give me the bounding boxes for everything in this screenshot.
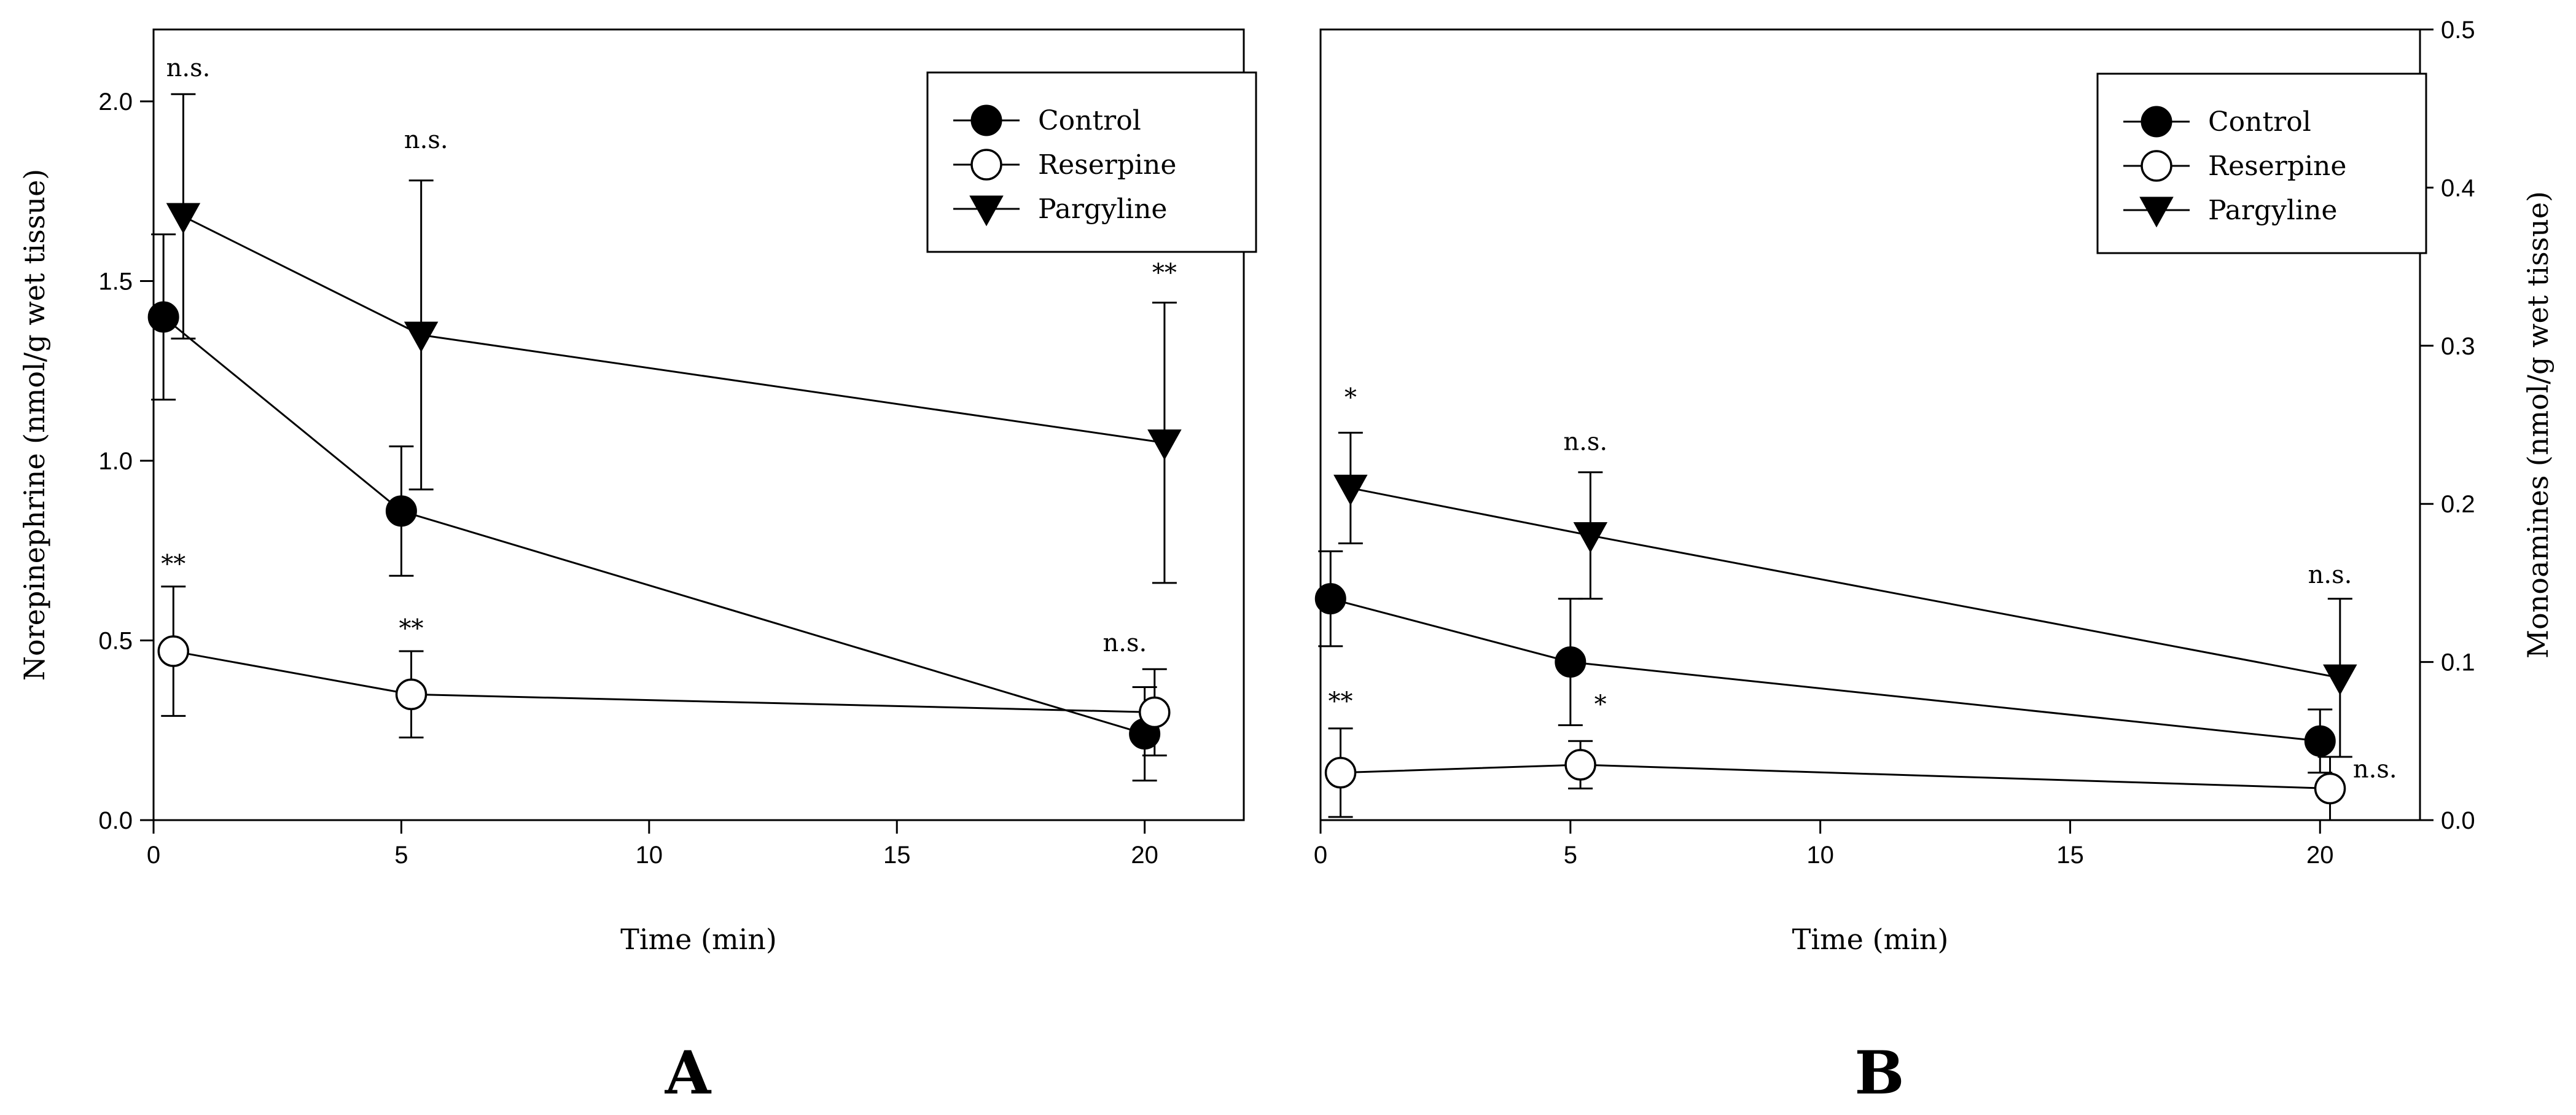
panel-a-x-tick-label-20: 20 bbox=[1131, 842, 1158, 869]
panel-b-x-tick-label-20: 20 bbox=[2306, 842, 2334, 869]
panel-b-legend-label-pargyline: Pargyline bbox=[2208, 195, 2337, 226]
panel-a-y-tick-label-0: 0.0 bbox=[98, 807, 133, 834]
panel-a-annotation-2: ** bbox=[1152, 259, 1177, 288]
panel-b-annotation-2: n.s. bbox=[2308, 561, 2352, 589]
panel-b-annotation-1: n.s. bbox=[1563, 428, 1607, 456]
panel-a-x-tick-label-5: 5 bbox=[394, 842, 408, 869]
panel-a-x-tick-label-0: 0 bbox=[147, 842, 160, 869]
panel-b-reserpine-point-2 bbox=[2314, 772, 2346, 805]
panel-label-a: A bbox=[665, 1038, 712, 1108]
chart-panel-b: 0 5 10 15 20 0.0 0.1 0.2 0.3 0.4 0.5 Time (min) Mono… bbox=[1314, 17, 2555, 956]
panel-a-x-axis-title: Time (min) bbox=[620, 923, 777, 956]
panel-a-y-axis-title: Norepinephrine (nmol/g wet tissue) bbox=[18, 169, 51, 681]
panel-b-annotation-4: * bbox=[1594, 691, 1607, 719]
panel-a-annotation-5: n.s. bbox=[1103, 629, 1147, 657]
panel-a-pargyline-point-2 bbox=[1147, 429, 1182, 461]
panel-b-legend-marker-reserpine bbox=[2141, 150, 2172, 182]
panel-b-control-point-2 bbox=[2304, 725, 2336, 757]
panel-a-y-tick-label-3: 1.5 bbox=[98, 268, 133, 295]
panel-b-legend-label-control: Control bbox=[2208, 106, 2311, 138]
chart-panel-a: 0 5 10 15 20 0.0 0.5 1.0 1.5 2.0 Time (min) Norepin… bbox=[18, 28, 1257, 956]
panel-b-y-tick-label-3: 0.3 bbox=[2441, 333, 2475, 360]
panel-a-pargyline-point-0 bbox=[166, 203, 201, 234]
panel-a-annotation-4: ** bbox=[399, 615, 424, 643]
panel-a-legend-marker-pargyline bbox=[969, 195, 1004, 227]
panel-a-annotation-0: n.s. bbox=[166, 54, 211, 82]
panel-b-legend-marker-pargyline bbox=[2139, 197, 2174, 228]
panel-a-reserpine-point-2 bbox=[1139, 696, 1171, 729]
panel-b-x-tick-label-15: 15 bbox=[2056, 842, 2084, 869]
panel-a-control-point-0 bbox=[147, 301, 179, 333]
panel-a-annotation-3: ** bbox=[161, 550, 185, 578]
panel-a-y-tick-label-1: 0.5 bbox=[98, 628, 133, 655]
panel-a-legend-marker-reserpine bbox=[970, 149, 1002, 181]
panel-a-legend-marker-control bbox=[970, 104, 1002, 136]
panel-a-y-tick-label-4: 2.0 bbox=[98, 88, 133, 115]
panel-a-legend-label-reserpine: Reserpine bbox=[1038, 149, 1176, 181]
panel-b-control-point-0 bbox=[1314, 583, 1346, 615]
panel-b-y-tick-label-5: 0.5 bbox=[2441, 17, 2475, 44]
panel-a-x-tick-label-10: 10 bbox=[636, 842, 663, 869]
panel-b-annotation-3: ** bbox=[1329, 687, 1353, 716]
panel-b-y-tick-label-0: 0.0 bbox=[2441, 807, 2475, 834]
panel-b-x-tick-label-0: 0 bbox=[1314, 842, 1327, 869]
panel-b-x-tick-label-10: 10 bbox=[1806, 842, 1834, 869]
panel-a-control-point-1 bbox=[385, 495, 417, 527]
panel-a-reserpine-point-0 bbox=[157, 635, 190, 667]
panel-b-x-tick-label-5: 5 bbox=[1564, 842, 1577, 869]
panel-b-y-tick-label-4: 0.4 bbox=[2441, 174, 2475, 201]
panel-b-control-point-1 bbox=[1555, 646, 1587, 678]
panel-b-y-tick-label-2: 0.2 bbox=[2441, 491, 2475, 518]
panel-b-annotation-5: n.s. bbox=[2353, 756, 2397, 784]
panel-b-y-tick-label-1: 0.1 bbox=[2441, 649, 2475, 676]
panel-b-reserpine-point-0 bbox=[1324, 757, 1357, 789]
panel-a-legend-label-pargyline: Pargyline bbox=[1038, 194, 1167, 225]
panel-b-reserpine-point-1 bbox=[1564, 749, 1596, 781]
panel-b-plot-frame bbox=[1319, 28, 2421, 821]
panel-b-pargyline-point-1 bbox=[1573, 522, 1608, 553]
panel-a-pargyline-point-1 bbox=[404, 321, 439, 353]
panel-b-pargyline-point-2 bbox=[2323, 664, 2357, 695]
panel-a-plot-frame bbox=[152, 28, 1245, 821]
panel-label-b: B bbox=[1854, 1038, 1904, 1108]
panel-b-y-axis-title: Monoamines (nmol/g wet tissue) bbox=[2521, 191, 2555, 659]
panel-a-x-tick-label-15: 15 bbox=[883, 842, 911, 869]
panel-a-reserpine-point-1 bbox=[395, 678, 427, 710]
panel-b-x-axis-title: Time (min) bbox=[1792, 923, 1949, 956]
panel-b-legend-marker-control bbox=[2141, 106, 2172, 138]
panel-b-annotation-0: * bbox=[1345, 384, 1357, 412]
panel-b-pargyline-point-0 bbox=[1333, 474, 1368, 506]
panel-b-legend-label-reserpine: Reserpine bbox=[2208, 151, 2346, 182]
panel-a-y-tick-label-2: 1.0 bbox=[98, 448, 133, 475]
panel-a-legend-label-control: Control bbox=[1038, 105, 1141, 136]
panel-a-annotation-1: n.s. bbox=[404, 126, 448, 154]
